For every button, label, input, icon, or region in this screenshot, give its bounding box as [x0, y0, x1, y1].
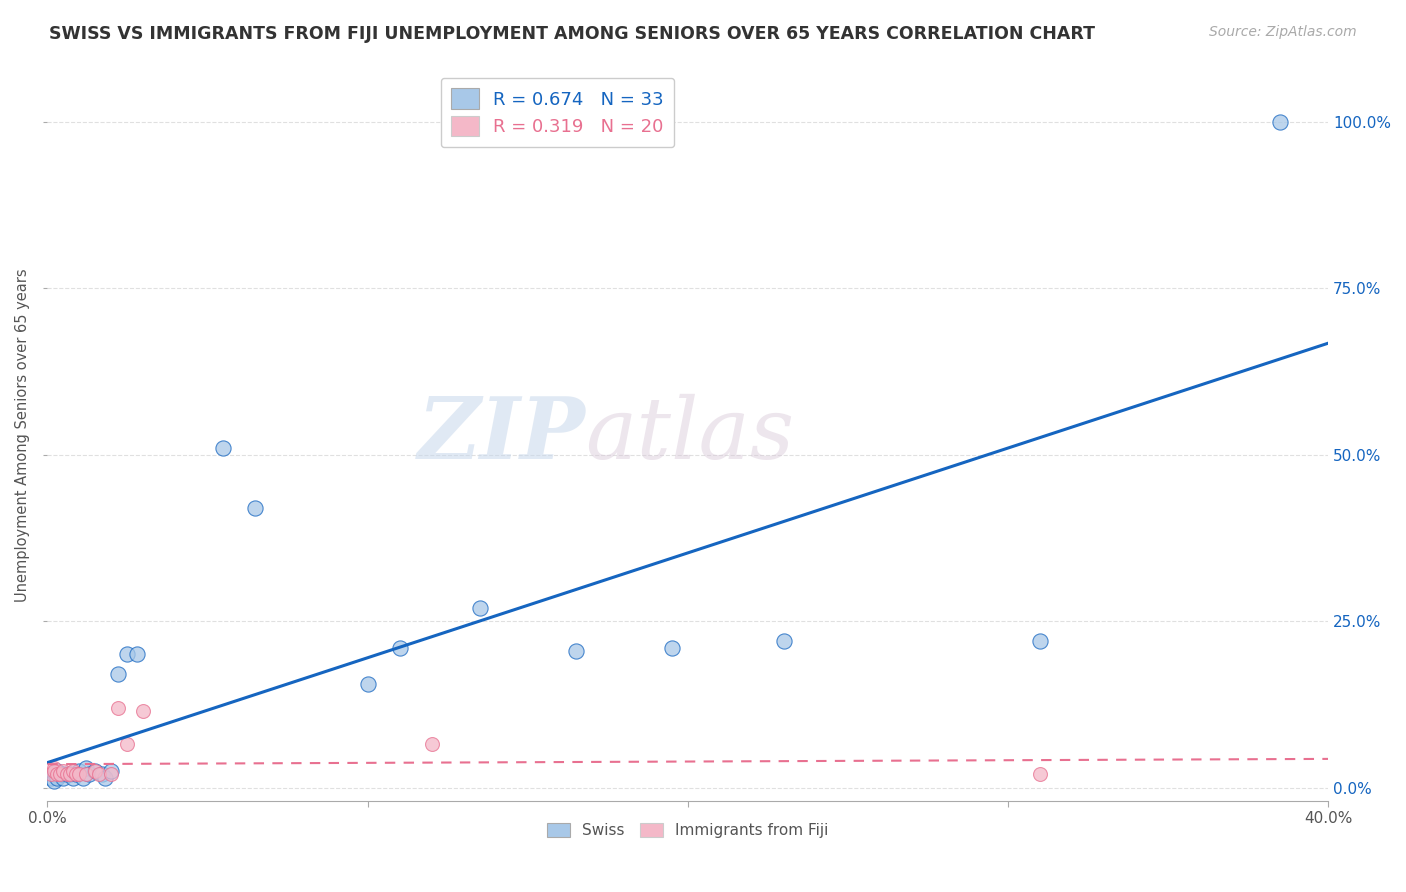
Point	[100, 764, 122, 778]
Point	[84, 764, 107, 778]
Text: SWISS VS IMMIGRANTS FROM FIJI UNEMPLOYMENT AMONG SENIORS OVER 65 YEARS CORRELATI: SWISS VS IMMIGRANTS FROM FIJI UNEMPLOYME…	[49, 25, 1095, 43]
Point	[212, 441, 235, 455]
Point	[468, 600, 491, 615]
Point	[42, 764, 65, 778]
Point	[65, 767, 87, 781]
Point	[52, 767, 75, 781]
Point	[67, 764, 90, 778]
Point	[52, 764, 75, 778]
Point	[125, 648, 148, 662]
Point	[107, 700, 129, 714]
Point	[1268, 115, 1291, 129]
Point	[117, 648, 139, 662]
Point	[59, 767, 82, 781]
Point	[245, 500, 267, 515]
Point	[49, 767, 72, 781]
Point	[87, 767, 110, 781]
Point	[90, 767, 112, 781]
Point	[52, 771, 75, 785]
Point	[55, 767, 77, 781]
Point	[132, 704, 155, 718]
Text: atlas: atlas	[585, 393, 794, 476]
Point	[62, 771, 84, 785]
Point	[55, 767, 77, 781]
Text: ZIP: ZIP	[418, 393, 585, 476]
Point	[59, 767, 82, 781]
Point	[1029, 767, 1052, 781]
Point	[39, 771, 62, 785]
Point	[46, 767, 69, 781]
Point	[100, 767, 122, 781]
Y-axis label: Unemployment Among Seniors over 65 years: Unemployment Among Seniors over 65 years	[15, 268, 30, 601]
Point	[39, 767, 62, 781]
Text: Source: ZipAtlas.com: Source: ZipAtlas.com	[1209, 25, 1357, 39]
Point	[564, 644, 586, 658]
Point	[388, 640, 411, 655]
Point	[661, 640, 683, 655]
Point	[49, 767, 72, 781]
Point	[772, 634, 794, 648]
Point	[75, 767, 97, 781]
Point	[62, 764, 84, 778]
Point	[356, 677, 378, 691]
Point	[42, 761, 65, 775]
Point	[42, 773, 65, 788]
Point	[46, 764, 69, 778]
Point	[72, 771, 94, 785]
Point	[117, 737, 139, 751]
Point	[75, 761, 97, 775]
Legend: Swiss, Immigrants from Fiji: Swiss, Immigrants from Fiji	[541, 817, 835, 845]
Point	[94, 771, 117, 785]
Point	[46, 771, 69, 785]
Point	[42, 767, 65, 781]
Point	[77, 767, 100, 781]
Point	[67, 767, 90, 781]
Point	[1029, 634, 1052, 648]
Point	[84, 764, 107, 778]
Point	[107, 667, 129, 681]
Point	[420, 737, 443, 751]
Point	[65, 767, 87, 781]
